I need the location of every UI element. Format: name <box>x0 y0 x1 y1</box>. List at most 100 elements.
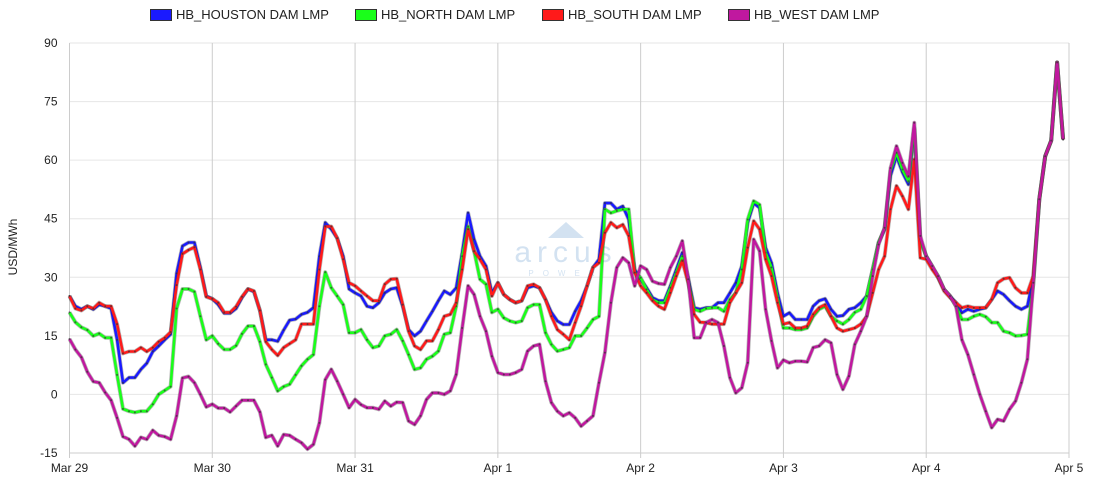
data-point <box>128 438 130 441</box>
data-point <box>877 268 880 271</box>
legend-item[interactable]: HB_HOUSTON DAM LMP <box>150 7 329 22</box>
data-point <box>764 308 767 311</box>
data-point <box>841 323 844 326</box>
data-point <box>913 121 916 124</box>
data-point <box>752 200 755 203</box>
data-point <box>782 315 785 318</box>
data-point <box>681 255 684 258</box>
data-point <box>740 281 743 284</box>
data-point <box>836 315 838 318</box>
data-point <box>853 311 856 314</box>
data-point <box>133 411 136 414</box>
data-point <box>598 315 600 318</box>
data-point <box>847 375 850 378</box>
data-point <box>157 345 160 347</box>
data-point <box>68 311 71 314</box>
data-point <box>996 281 999 284</box>
data-point <box>241 332 243 335</box>
data-point <box>669 291 672 294</box>
data-point <box>663 283 666 286</box>
data-point <box>514 301 517 304</box>
data-point <box>122 435 124 438</box>
legend-item[interactable]: HB_WEST DAM LMP <box>728 7 879 22</box>
legend-item[interactable]: HB_SOUTH DAM LMP <box>542 7 702 22</box>
data-point <box>377 299 380 302</box>
data-point <box>92 307 95 310</box>
data-point <box>526 350 529 353</box>
data-point <box>437 391 440 394</box>
data-point <box>639 265 642 267</box>
data-point <box>562 323 565 326</box>
data-point <box>377 408 380 411</box>
data-point <box>157 340 160 343</box>
data-point <box>1026 333 1029 336</box>
data-point <box>734 291 737 294</box>
data-point <box>187 288 190 290</box>
data-point <box>960 338 963 341</box>
data-point <box>996 290 999 292</box>
data-point <box>229 348 232 351</box>
data-point <box>187 241 190 244</box>
data-point <box>455 301 458 304</box>
data-point <box>258 340 261 343</box>
data-point <box>722 323 725 326</box>
data-point <box>443 333 446 336</box>
data-point <box>151 350 154 353</box>
data-point <box>734 391 737 394</box>
data-point <box>770 266 773 269</box>
data-point <box>443 393 446 396</box>
data-point <box>437 328 440 331</box>
data-point <box>157 434 160 437</box>
data-point <box>104 305 107 308</box>
data-point <box>205 338 208 341</box>
data-point <box>711 306 713 309</box>
data-point <box>128 410 130 413</box>
data-point <box>1032 281 1035 284</box>
data-point <box>598 381 600 384</box>
data-point <box>758 250 761 253</box>
legend-item[interactable]: HB_NORTH DAM LMP <box>355 7 515 22</box>
data-point <box>966 305 969 308</box>
data-point <box>621 256 624 259</box>
data-point <box>116 338 119 341</box>
data-point <box>193 241 196 244</box>
data-point <box>270 434 273 437</box>
data-point <box>187 249 190 251</box>
data-point <box>895 184 898 187</box>
data-point <box>122 407 124 410</box>
x-tick-label: Apr 3 <box>769 461 798 475</box>
data-point <box>354 291 357 294</box>
data-point <box>479 278 481 281</box>
data-point <box>223 311 226 314</box>
data-point <box>711 323 713 326</box>
data-point <box>473 238 476 241</box>
data-point <box>1002 277 1005 280</box>
data-point <box>1002 330 1005 333</box>
data-point <box>621 223 624 226</box>
data-point <box>699 321 702 324</box>
data-point <box>901 161 904 164</box>
data-point <box>413 368 416 371</box>
data-point <box>752 238 755 241</box>
data-point <box>354 331 357 334</box>
data-point <box>110 305 113 308</box>
data-point <box>592 414 594 417</box>
data-point <box>901 168 904 171</box>
data-point <box>1002 420 1005 422</box>
data-point <box>217 407 220 410</box>
data-point <box>211 403 214 406</box>
data-point <box>966 308 969 311</box>
data-point <box>294 318 297 321</box>
data-point <box>788 321 791 324</box>
data-point <box>1008 408 1011 411</box>
data-point <box>425 358 428 361</box>
legend-swatch <box>150 8 172 21</box>
data-point <box>407 420 410 422</box>
data-point <box>479 315 481 318</box>
data-point <box>1008 331 1011 334</box>
data-point <box>377 301 380 304</box>
data-point <box>586 284 589 287</box>
data-point <box>110 336 113 339</box>
data-point <box>348 406 351 409</box>
data-point <box>217 301 220 304</box>
